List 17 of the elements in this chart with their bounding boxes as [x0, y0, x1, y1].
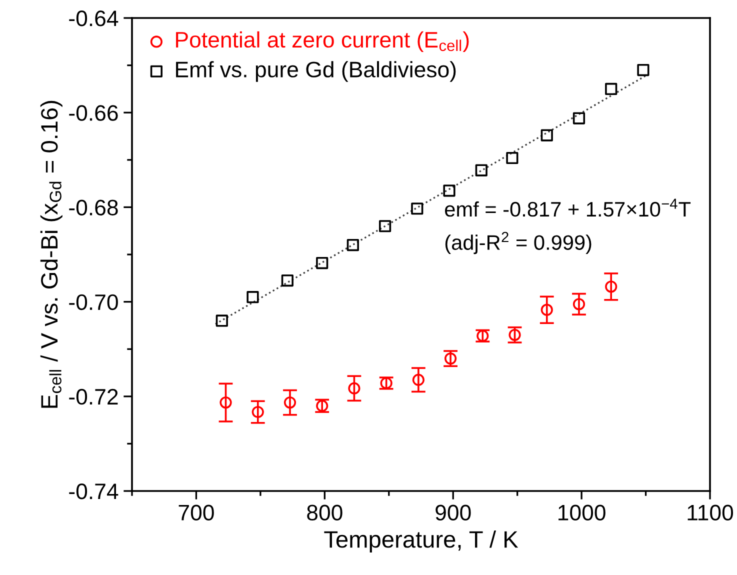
legend-label: Potential at zero current (E$_{cell}$) [176, 31, 469, 52]
x-axis-title: Temperature, T / K [324, 530, 518, 552]
x-tick-label: 700 [178, 504, 214, 521]
x-tick-label: 900 [436, 504, 471, 521]
y-tick-label: -0.64 [69, 10, 118, 26]
annotation: (adj-R$^{2}$ = 0.999) [445, 232, 592, 254]
x-tick-label: 1100 [688, 504, 734, 521]
y-axis-title: E$_{cell}$ / V vs. Gd-Bi (x$_{Gd}$ = 0.16) [40, 100, 62, 408]
y-tick-label: -0.70 [69, 294, 118, 310]
x-tick-label: 800 [307, 504, 342, 521]
legend-label: Emf vs. pure Gd (Baldivieso) [176, 61, 456, 82]
y-tick-label: -0.74 [69, 484, 118, 500]
y-tick-label: -0.66 [69, 105, 118, 121]
annotation: emf = -0.817 + 1.57×10$^{−4}$T [445, 198, 691, 217]
x-tick-label: 1000 [558, 504, 606, 521]
y-tick-label: -0.68 [69, 200, 118, 216]
y-tick-label: -0.72 [69, 388, 118, 405]
